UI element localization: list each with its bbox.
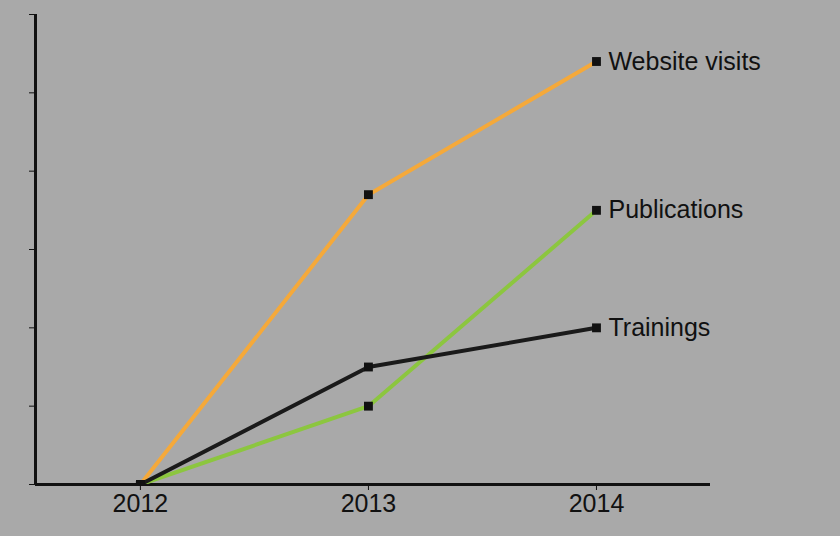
svg-text:Trainings: Trainings	[608, 313, 710, 341]
svg-text:2012: 2012	[113, 489, 169, 517]
svg-text:2013: 2013	[341, 489, 397, 517]
svg-text:Website visits: Website visits	[608, 47, 760, 75]
svg-text:2014: 2014	[569, 489, 625, 517]
svg-text:Publications: Publications	[608, 195, 743, 223]
